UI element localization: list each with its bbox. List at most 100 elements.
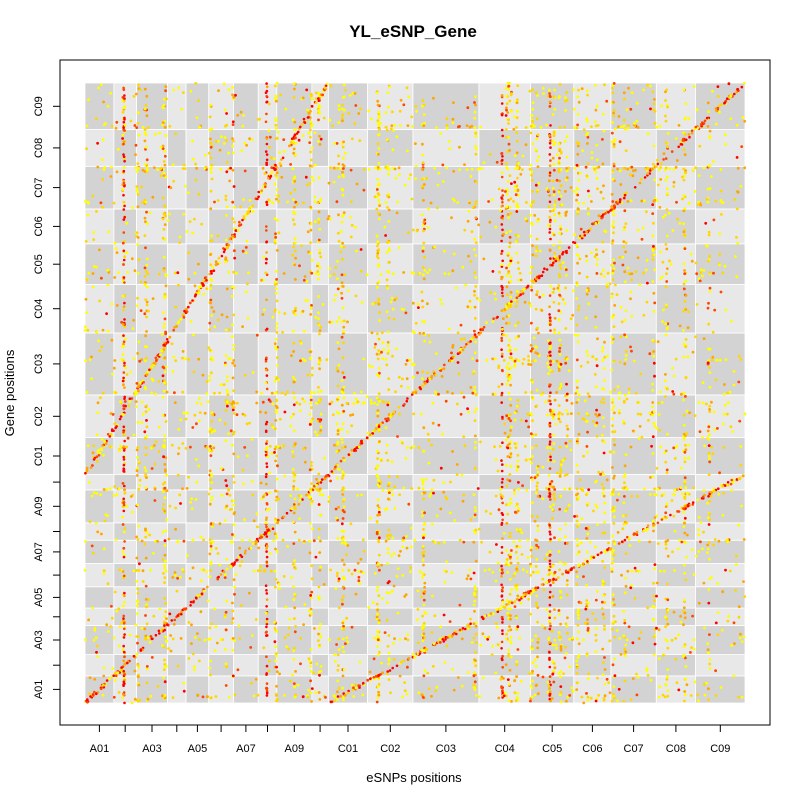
scatter-point-425	[515, 616, 518, 620]
scatter-point-352	[209, 562, 213, 566]
scatter-point-4078	[630, 314, 634, 318]
scatter-point-3959	[674, 658, 678, 661]
scatter-point-3821	[712, 487, 716, 490]
scatter-point-1100	[343, 510, 346, 514]
scatter-point-2489	[509, 561, 513, 565]
scatter-point-2939	[500, 239, 503, 243]
scatter-point-3272	[211, 413, 215, 417]
scatter-point-2117	[536, 220, 540, 223]
scatter-point-721	[506, 512, 510, 516]
scatter-point-2795	[122, 142, 125, 146]
grid-cell-A01-C08	[84, 129, 115, 167]
scatter-point-3499	[565, 167, 568, 170]
scatter-point-2442	[508, 413, 512, 416]
scatter-point-1615	[163, 680, 167, 684]
scatter-point-4228	[550, 697, 554, 700]
scatter-point-4160	[618, 140, 622, 144]
scatter-point-3629	[617, 391, 621, 395]
scatter-point-3227	[658, 124, 662, 128]
scatter-point-3618	[353, 391, 356, 395]
scatter-point-3240	[398, 412, 401, 416]
scatter-point-1059	[341, 371, 345, 375]
scatter-point-4320	[147, 598, 151, 601]
scatter-point-4549	[406, 633, 410, 637]
scatter-point-1418	[603, 628, 606, 631]
scatter-point-1652	[162, 256, 166, 259]
scatter-point-2615	[136, 236, 140, 239]
scatter-point-1428	[601, 350, 604, 353]
scatter-point-1897	[708, 633, 711, 636]
scatter-point-2325	[548, 620, 551, 623]
scatter-point-2857	[265, 518, 268, 521]
scatter-point-3163	[145, 166, 149, 170]
scatter-point-2641	[310, 406, 313, 410]
scatter-point-2501	[509, 404, 513, 407]
scatter-point-1087	[342, 376, 346, 379]
scatter-point-467	[387, 658, 391, 662]
grid-cell-A06-C05	[208, 243, 234, 285]
scatter-point-345	[210, 430, 214, 434]
scatter-point-3743	[256, 693, 260, 697]
scatter-point-4091	[295, 202, 299, 206]
scatter-point-3243	[570, 412, 573, 415]
scatter-point-570	[377, 690, 380, 694]
scatter-point-3933	[343, 95, 346, 99]
scatter-point-3666	[726, 401, 730, 405]
scatter-point-897	[143, 283, 147, 287]
scatter-point-1587	[594, 503, 598, 507]
scatter-point-48	[517, 267, 520, 270]
scatter-point-3125	[548, 100, 552, 104]
scatter-point-2434	[509, 419, 512, 423]
scatter-point-3606	[394, 390, 397, 394]
scatter-point-2867	[264, 360, 268, 363]
grid-cell-C08-A01	[655, 675, 696, 704]
scatter-point-2811	[123, 627, 126, 631]
scatter-point-848	[144, 220, 147, 224]
scatter-point-3233	[393, 123, 396, 127]
scatter-point-2789	[123, 439, 126, 443]
scatter-point-2516	[551, 595, 555, 598]
scatter-point-2081	[534, 254, 538, 258]
scatter-point-1250	[164, 284, 168, 288]
scatter-point-3274	[530, 413, 533, 416]
scatter-point-812	[564, 268, 568, 272]
scatter-point-2340	[548, 539, 552, 543]
scatter-point-3362	[84, 359, 88, 363]
scatter-point-2094	[536, 673, 540, 677]
scatter-point-1854	[319, 398, 322, 402]
scatter-point-1568	[594, 545, 597, 549]
scatter-point-4211	[184, 417, 188, 421]
scatter-point-4058	[144, 453, 148, 457]
scatter-point-1025	[341, 645, 345, 649]
scatter-point-3528	[275, 270, 278, 273]
scatter-point-2462	[508, 433, 512, 436]
scatter-point-3263	[577, 412, 580, 415]
scatter-point-1788	[318, 143, 322, 146]
scatter-point-1261	[165, 617, 168, 620]
scatter-point-2643	[308, 182, 312, 185]
scatter-point-3205	[558, 126, 562, 129]
scatter-point-893	[145, 330, 148, 333]
scatter-point-837	[144, 147, 147, 151]
scatter-point-2877	[265, 420, 269, 424]
scatter-point-2523	[553, 398, 557, 402]
scatter-point-1146	[652, 310, 656, 313]
scatter-point-652	[559, 344, 563, 347]
scatter-point-1853	[318, 597, 321, 601]
scatter-point-2403	[683, 497, 687, 500]
scatter-point-1902	[706, 101, 710, 105]
scatter-point-3591	[480, 540, 483, 544]
scatter-point-3719	[610, 492, 613, 496]
scatter-point-3939	[391, 110, 394, 114]
scatter-point-4536	[368, 670, 372, 674]
scatter-point-2063	[224, 363, 227, 367]
scatter-point-2851	[265, 465, 269, 469]
scatter-point-3694	[636, 494, 640, 498]
scatter-point-1576	[595, 104, 599, 108]
scatter-point-810	[565, 409, 568, 412]
scatter-point-1161	[122, 383, 125, 387]
scatter-point-4001	[120, 621, 124, 625]
scatter-point-4037	[187, 475, 190, 479]
scatter-point-3104	[548, 641, 551, 644]
scatter-point-218	[293, 222, 296, 226]
